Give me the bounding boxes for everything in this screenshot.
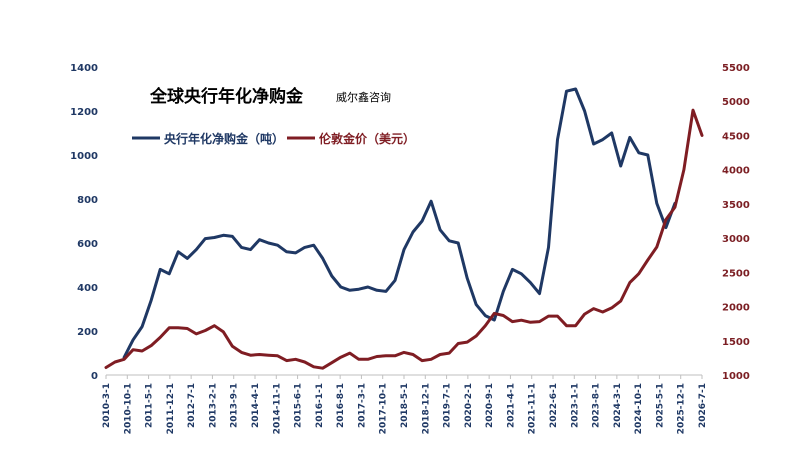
x-tick-label: 2020-9-1: [485, 383, 495, 428]
x-tick-label: 2024-3-1: [613, 383, 623, 428]
y-left-tick-label: 1000: [70, 151, 98, 162]
y-left-tick-label: 600: [77, 239, 98, 250]
legend-label-gold-price: 伦敦金价（美元）: [319, 131, 415, 146]
y-right-tick-label: 2000: [722, 303, 750, 314]
x-tick-label: 2010-10-1: [123, 383, 133, 434]
x-tick-label: 2023-8-1: [592, 383, 602, 428]
y-right-tick-label: 3000: [722, 234, 750, 245]
x-tick-label: 2014-11-1: [272, 383, 282, 434]
y-left-tick-label: 1200: [70, 107, 98, 118]
y-right-tick-label: 5500: [722, 63, 750, 74]
y-right-tick-label: 5000: [722, 97, 750, 108]
series-line-gold-price: [104, 108, 704, 370]
x-tick-label: 2024-10-1: [634, 383, 644, 434]
chart-subtitle: 威尔鑫咨询: [336, 90, 391, 104]
x-tick-label: 2011-12-1: [166, 383, 176, 434]
y-right-tick-label: 3500: [722, 200, 750, 211]
chart-title: 全球央行年化净购金: [149, 86, 304, 107]
x-tick-label: 2013-9-1: [230, 383, 240, 428]
x-tick-label: 2016-1-1: [315, 383, 325, 428]
y-right-tick-label: 1500: [722, 337, 750, 348]
y-right-tick-label: 2500: [722, 268, 750, 279]
x-tick-label: 2013-2-1: [208, 383, 218, 428]
x-tick-label: 2016-8-1: [336, 383, 346, 428]
y-left-tick-label: 400: [77, 283, 98, 294]
y-left-tick-label: 0: [91, 371, 98, 382]
y-left-tick-label: 200: [77, 327, 98, 338]
x-tick-label: 2017-10-1: [379, 383, 389, 434]
x-tick-label: 2019-7-1: [443, 383, 453, 428]
x-tick-label: 2021-11-1: [528, 383, 538, 434]
x-tick-label: 2010-3-1: [102, 383, 112, 428]
x-tick-label: 2025-12-1: [677, 383, 687, 434]
x-tick-label: 2023-1-1: [570, 383, 580, 428]
legend-label-gold-reserves: 央行年化净购金（吨）: [164, 131, 284, 146]
x-tick-label: 2025-5-1: [655, 383, 665, 428]
x-tick-label: 2015-6-1: [294, 383, 304, 428]
x-tick-label: 2026-7-1: [698, 383, 708, 428]
x-tick-label: 2022-6-1: [549, 383, 559, 428]
x-tick-label: 2011-5-1: [145, 383, 155, 428]
y-left-tick-label: 1400: [70, 63, 98, 74]
series-line-gold-reserves: [122, 87, 677, 359]
y-left-tick-label: 800: [77, 195, 98, 206]
x-tick-label: 2021-4-1: [506, 383, 516, 428]
axes-layer: 0 200 400 600 800 1000 1200 1400 1000 1500 2000 250…: [70, 63, 750, 434]
x-tick-label: 2012-7-1: [187, 383, 197, 428]
x-tick-label: 2018-12-1: [421, 383, 431, 434]
x-tick-label: 2017-3-1: [357, 383, 367, 428]
y-right-tick-label: 4000: [722, 166, 750, 177]
series-layer: [104, 87, 704, 370]
x-tick-label: 2018-5-1: [400, 383, 410, 428]
x-tick-label: 2020-2-1: [464, 383, 474, 428]
x-tick-label: 2014-4-1: [251, 383, 261, 428]
y-right-tick-label: 1000: [722, 371, 750, 382]
header-layer: 全球央行年化净购金 威尔鑫咨询 央行年化净购金（吨） 伦敦金价（美元）: [132, 86, 415, 146]
y-right-tick-label: 4500: [722, 131, 750, 142]
